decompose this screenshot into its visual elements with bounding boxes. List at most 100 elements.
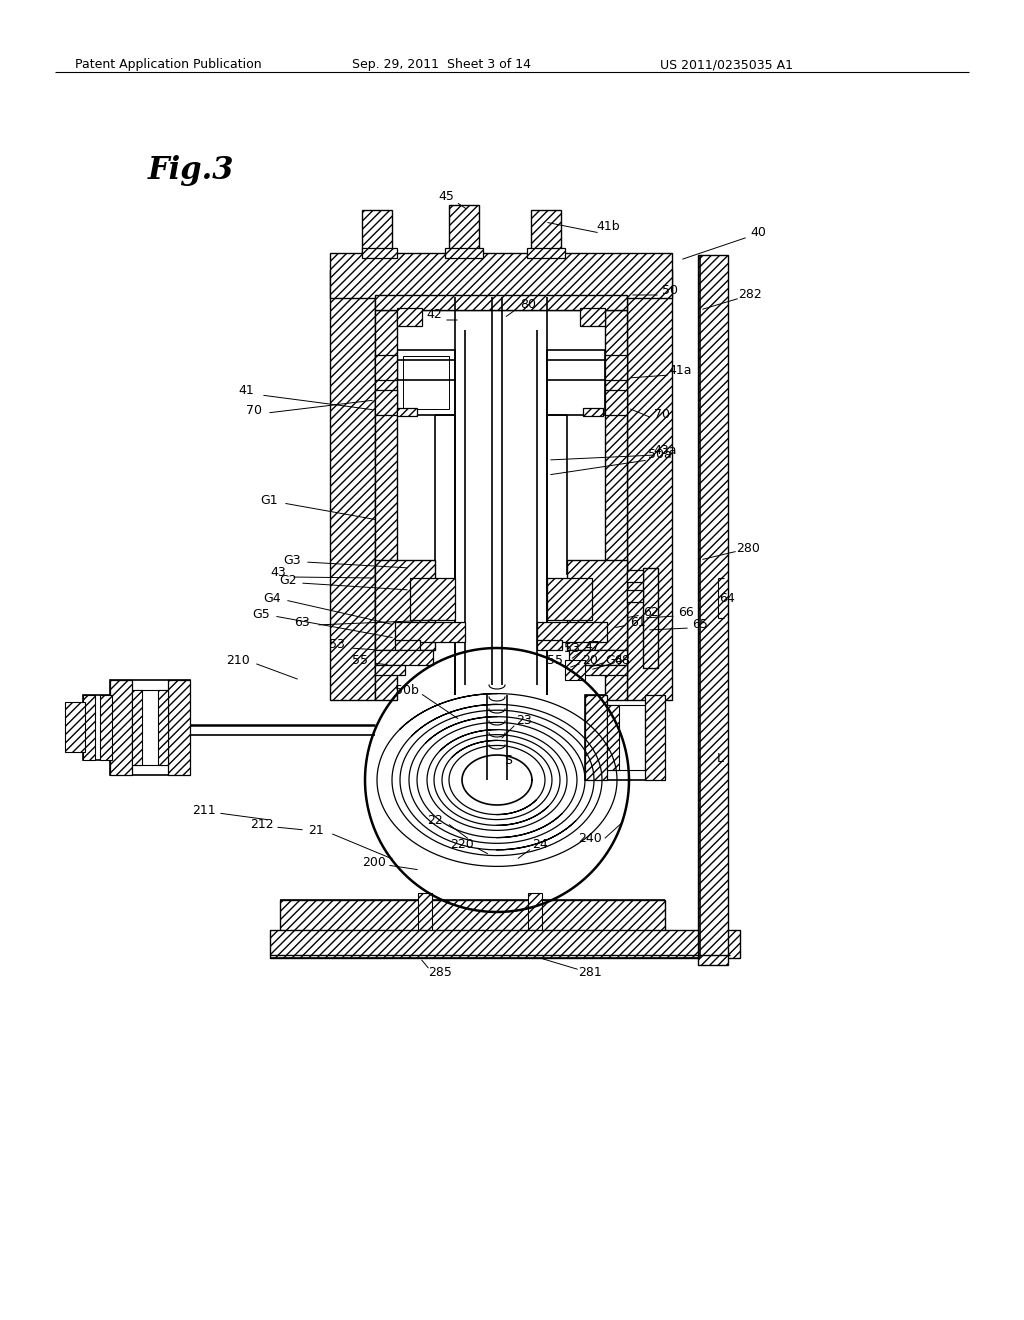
- Bar: [607, 705, 645, 770]
- Text: 70: 70: [654, 408, 670, 421]
- Text: 210: 210: [226, 653, 250, 667]
- Bar: [421, 896, 429, 931]
- Bar: [418, 894, 432, 933]
- Text: 63: 63: [294, 615, 310, 628]
- Bar: [605, 355, 627, 380]
- Bar: [572, 665, 627, 675]
- Bar: [531, 210, 561, 253]
- Bar: [368, 215, 386, 249]
- Bar: [375, 389, 397, 414]
- Text: G1: G1: [260, 494, 278, 507]
- Text: 41: 41: [239, 384, 254, 396]
- Text: 41a: 41a: [669, 363, 692, 376]
- Bar: [531, 896, 539, 931]
- Bar: [605, 310, 627, 700]
- Bar: [528, 894, 542, 933]
- Text: G2: G2: [280, 573, 297, 586]
- Bar: [362, 210, 392, 253]
- Text: L: L: [717, 751, 724, 764]
- Bar: [627, 590, 643, 602]
- Text: 20: 20: [582, 653, 598, 667]
- Bar: [330, 253, 672, 298]
- Text: 48: 48: [614, 653, 630, 667]
- Bar: [375, 649, 433, 665]
- Bar: [537, 640, 562, 649]
- Text: 55: 55: [352, 653, 368, 667]
- Bar: [362, 248, 397, 257]
- Text: 43a: 43a: [653, 444, 677, 457]
- Text: 70: 70: [246, 404, 262, 417]
- Text: G6: G6: [605, 653, 623, 667]
- Bar: [375, 665, 406, 675]
- Text: 50b: 50b: [395, 684, 419, 697]
- Text: Patent Application Publication: Patent Application Publication: [75, 58, 261, 71]
- Bar: [397, 408, 417, 416]
- Text: 211: 211: [193, 804, 216, 817]
- Bar: [110, 680, 190, 775]
- Bar: [449, 205, 479, 253]
- Text: 53: 53: [329, 639, 345, 652]
- Bar: [158, 690, 168, 766]
- Bar: [403, 356, 449, 409]
- Bar: [132, 690, 142, 766]
- Text: 62: 62: [643, 606, 658, 619]
- Text: 41b: 41b: [596, 220, 620, 234]
- Text: 53: 53: [564, 642, 580, 655]
- Bar: [445, 248, 483, 257]
- Bar: [552, 583, 587, 615]
- Bar: [565, 660, 585, 680]
- Text: 40: 40: [750, 226, 766, 239]
- Bar: [567, 560, 627, 649]
- Text: 43: 43: [270, 565, 286, 578]
- Text: 65: 65: [692, 619, 708, 631]
- Text: G5: G5: [252, 607, 270, 620]
- Bar: [537, 215, 555, 249]
- Text: 212: 212: [250, 818, 273, 832]
- Text: G4: G4: [263, 591, 281, 605]
- Text: 220: 220: [451, 838, 474, 851]
- Bar: [585, 696, 607, 780]
- Text: 281: 281: [579, 965, 602, 978]
- Text: Sep. 29, 2011  Sheet 3 of 14: Sep. 29, 2011 Sheet 3 of 14: [352, 58, 531, 71]
- Bar: [375, 294, 627, 310]
- Text: 50a: 50a: [648, 449, 672, 462]
- Bar: [100, 696, 112, 760]
- Bar: [415, 583, 450, 615]
- Bar: [70, 708, 80, 747]
- Bar: [415, 624, 460, 639]
- Bar: [583, 408, 603, 416]
- Bar: [375, 310, 397, 700]
- Text: S: S: [504, 754, 512, 767]
- Bar: [397, 297, 605, 308]
- Bar: [83, 696, 95, 760]
- Bar: [330, 271, 375, 700]
- Bar: [569, 649, 627, 665]
- Bar: [110, 680, 132, 775]
- Bar: [537, 622, 607, 642]
- Bar: [395, 622, 465, 642]
- Text: 21: 21: [308, 824, 324, 837]
- Bar: [83, 696, 113, 760]
- Bar: [280, 900, 665, 932]
- Bar: [585, 696, 665, 780]
- Text: 64: 64: [719, 591, 735, 605]
- Text: 45: 45: [438, 190, 454, 202]
- Text: US 2011/0235035 A1: US 2011/0235035 A1: [660, 58, 793, 71]
- Bar: [605, 389, 627, 414]
- Bar: [410, 578, 455, 620]
- Bar: [455, 210, 473, 248]
- Bar: [627, 570, 643, 582]
- Bar: [542, 624, 587, 639]
- Bar: [397, 308, 422, 326]
- Bar: [580, 308, 605, 326]
- Text: 280: 280: [736, 541, 760, 554]
- Text: 24: 24: [532, 838, 548, 851]
- Text: G3: G3: [284, 553, 301, 566]
- Text: 47: 47: [584, 640, 600, 653]
- Bar: [375, 294, 627, 310]
- Bar: [643, 568, 658, 668]
- Bar: [375, 355, 397, 380]
- Text: 23: 23: [516, 714, 531, 726]
- Bar: [627, 271, 672, 700]
- Text: 200: 200: [362, 855, 386, 869]
